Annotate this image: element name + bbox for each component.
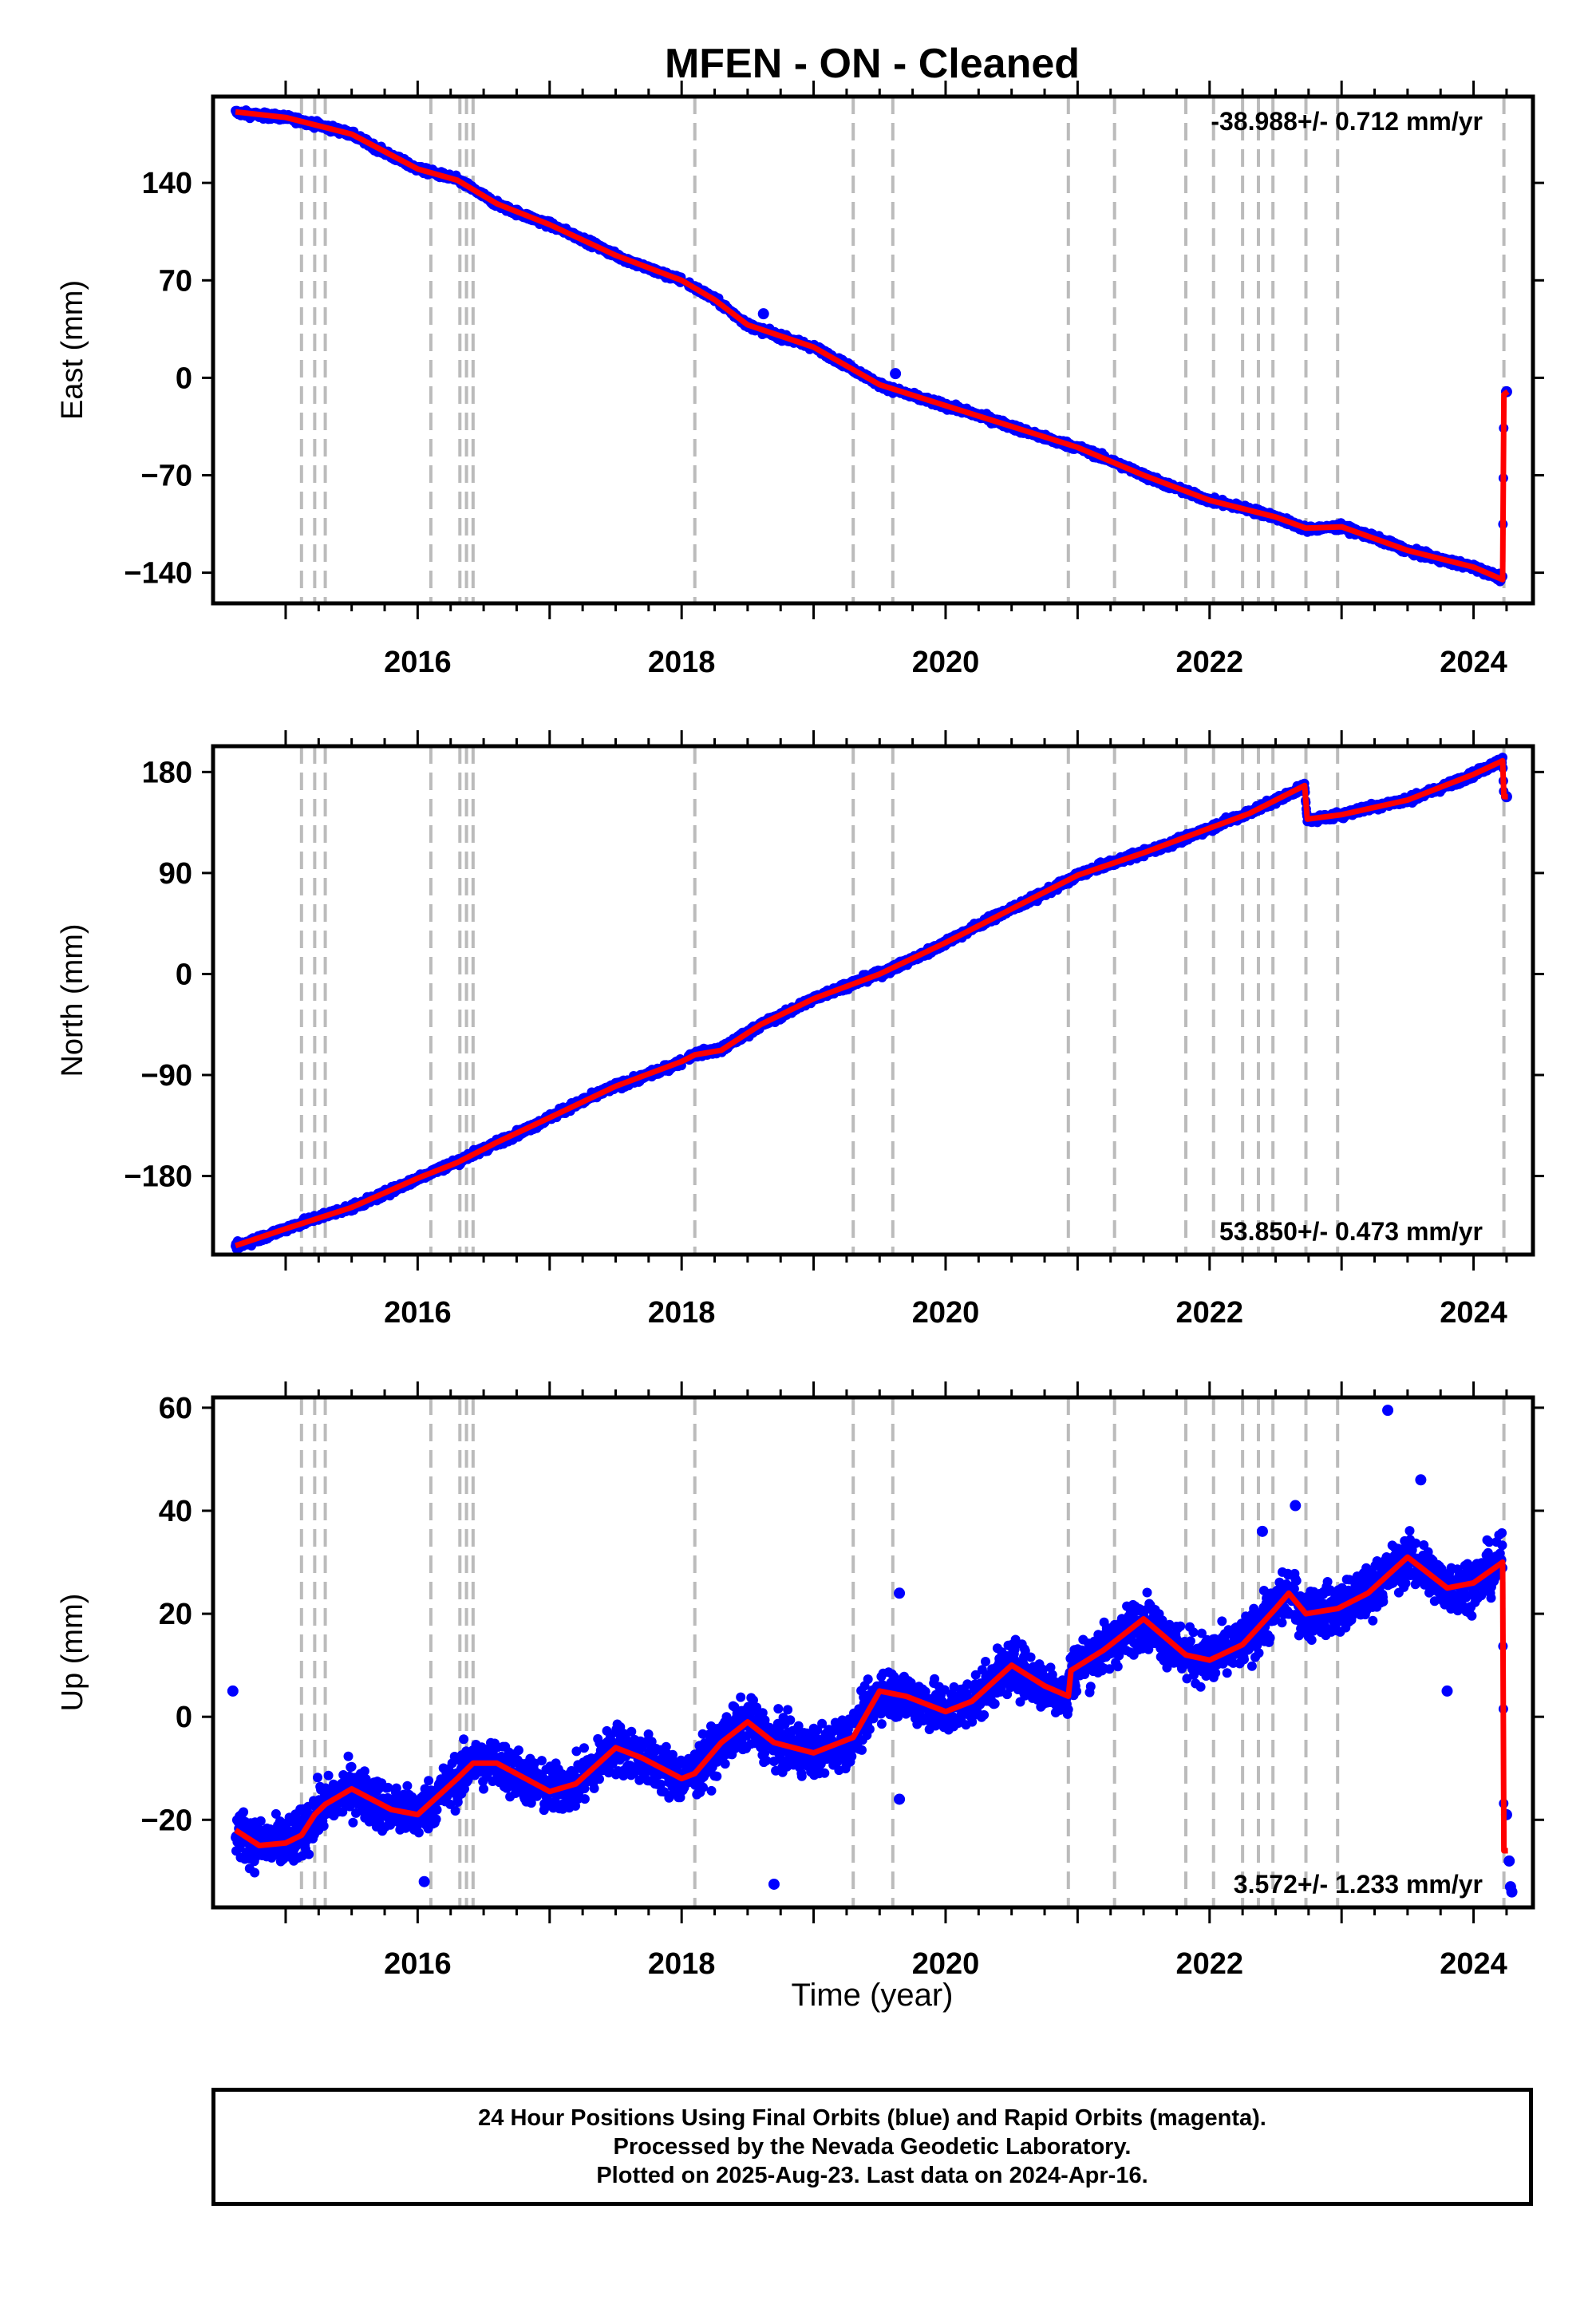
plot-frame-east (211, 94, 1535, 606)
y-tick-label: 0 (176, 362, 192, 395)
y-tick-label: 70 (159, 264, 192, 298)
panel-east: 140 70 0 −70 −140 2016 2018 2020 2022 2024 East (m… (56, 81, 1544, 679)
rate-label-east: -38.988+/- 0.712 mm/yr (1211, 107, 1483, 136)
outlier-point (757, 308, 769, 320)
y-tick-label: −140 (124, 557, 192, 591)
x-tick-label: 2020 (912, 646, 980, 679)
y-tick-label: −70 (141, 460, 192, 493)
x-tick-label: 2024 (1440, 646, 1507, 679)
equipment-change-lines (299, 746, 1506, 1255)
outlier-point (890, 368, 902, 380)
x-tick-label: 2022 (1175, 646, 1243, 679)
y-tick-label: 140 (142, 167, 192, 200)
chart-title: MFEN - ON - Cleaned (665, 41, 1080, 87)
model-line-east (235, 109, 1510, 583)
x-tick-label: 2018 (648, 646, 716, 679)
data-points-east (231, 105, 1512, 587)
y-axis-label-east: East (mm) (56, 280, 89, 420)
x-tick-label: 2016 (384, 646, 452, 679)
time-series-chart: MFEN - ON - Cleaned 140 70 0 −70 −140 2016 201… (56, 41, 1544, 2013)
